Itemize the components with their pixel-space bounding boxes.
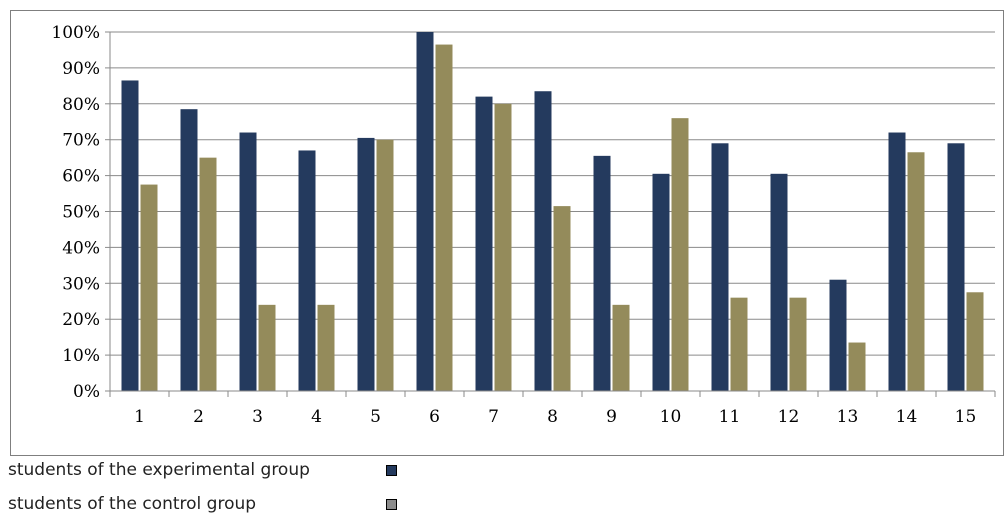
bar-experimental bbox=[770, 173, 788, 391]
x-tick-label: 4 bbox=[311, 407, 322, 427]
chart-frame: 0% 10% 20% 30% 40% 50% 60% 70% 80% 90% 100% 1 2 3 4 5 6 7… bbox=[10, 10, 1004, 456]
bar-control bbox=[140, 184, 158, 391]
bar-control bbox=[789, 297, 807, 391]
bar-chart: 0%10%20%30%40%50%60%70%80%90%100%1 2 3 4 5 6 7… bbox=[51, 23, 996, 427]
y-tick-label: 80% bbox=[62, 95, 100, 115]
legend-label-experimental: students of the experimental group bbox=[8, 460, 310, 480]
x-tick-label: 8 bbox=[547, 407, 558, 427]
x-tick-label: 13 bbox=[837, 407, 859, 427]
x-tick-label: 15 bbox=[955, 407, 977, 427]
bar-experimental bbox=[416, 32, 434, 391]
bar-experimental bbox=[239, 132, 257, 391]
bar-experimental bbox=[711, 143, 729, 391]
bar-experimental bbox=[180, 109, 198, 391]
y-tick-label: 50% bbox=[62, 203, 100, 223]
bar-control bbox=[848, 342, 866, 391]
bar-experimental bbox=[357, 137, 375, 391]
y-tick-label: 100% bbox=[51, 23, 100, 43]
bar-control bbox=[258, 304, 276, 391]
bar-experimental bbox=[475, 96, 493, 392]
bar-control bbox=[671, 118, 689, 391]
bar-experimental bbox=[298, 150, 316, 391]
x-tick-label: 11 bbox=[719, 407, 741, 427]
y-tick-label: 10% bbox=[62, 346, 100, 366]
x-tick-label: 5 bbox=[370, 407, 381, 427]
bar-control bbox=[612, 304, 630, 391]
y-tick-label: 90% bbox=[62, 59, 100, 79]
legend-item-control: students of the control group bbox=[8, 492, 397, 516]
legend-label-control: students of the control group bbox=[8, 494, 257, 514]
y-tick-label: 70% bbox=[62, 131, 100, 151]
bar-control bbox=[199, 157, 217, 391]
bar-experimental bbox=[121, 80, 139, 391]
x-tick-label: 1 bbox=[134, 407, 145, 427]
bar-control bbox=[907, 152, 925, 391]
bar-control bbox=[730, 297, 748, 391]
y-tick-label: 0% bbox=[73, 382, 100, 402]
bar-experimental bbox=[534, 91, 552, 392]
bar-control bbox=[966, 292, 984, 391]
x-tick-label: 9 bbox=[606, 407, 617, 427]
bar-control bbox=[553, 206, 571, 391]
x-tick-label: 2 bbox=[193, 407, 204, 427]
bar-control bbox=[435, 44, 453, 391]
bar-experimental bbox=[652, 173, 670, 391]
x-tick-label: 14 bbox=[896, 407, 918, 427]
bar-experimental bbox=[947, 143, 965, 391]
x-tick-label: 6 bbox=[429, 407, 440, 427]
x-tick-label: 10 bbox=[660, 407, 682, 427]
y-tick-label: 30% bbox=[62, 274, 100, 294]
legend-item-experimental: students of the experimental group bbox=[8, 458, 397, 482]
y-tick-label: 20% bbox=[62, 310, 100, 330]
x-tick-label: 12 bbox=[778, 407, 800, 427]
x-tick-label: 3 bbox=[252, 407, 263, 427]
legend-swatch-control bbox=[386, 498, 397, 510]
bar-control bbox=[376, 139, 394, 391]
y-tick-label: 60% bbox=[62, 167, 100, 187]
legend-swatch-experimental bbox=[386, 464, 397, 476]
bar-control bbox=[317, 304, 335, 391]
x-tick-label: 7 bbox=[488, 407, 499, 427]
bar-experimental bbox=[593, 155, 611, 391]
bar-experimental bbox=[888, 132, 906, 391]
bar-experimental bbox=[829, 279, 847, 391]
y-tick-label: 40% bbox=[62, 238, 100, 258]
bar-control bbox=[494, 103, 512, 392]
